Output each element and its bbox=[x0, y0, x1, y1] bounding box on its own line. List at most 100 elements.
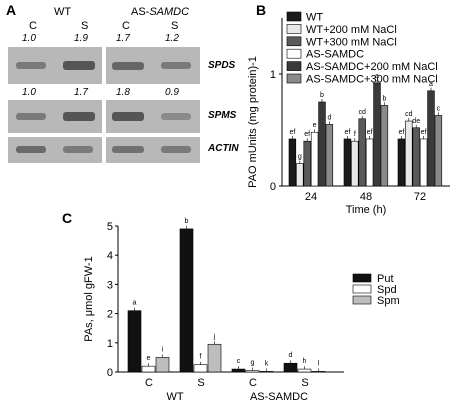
bar bbox=[283, 362, 298, 373]
bar bbox=[245, 370, 260, 373]
significance-letter: d bbox=[327, 114, 331, 121]
lane-label: S bbox=[81, 20, 89, 32]
bar bbox=[193, 364, 208, 373]
significance-letter: f bbox=[200, 354, 202, 361]
legend-swatch bbox=[286, 48, 302, 59]
bar bbox=[141, 365, 156, 373]
bar bbox=[297, 368, 312, 373]
spms-value: 1.0 bbox=[22, 87, 36, 98]
y-tick-label: 4 bbox=[107, 250, 113, 262]
significance-letter: cd bbox=[405, 111, 413, 118]
legend-swatch bbox=[286, 11, 302, 22]
gene-label-actin: ACTIN bbox=[208, 143, 239, 154]
spds-value: 1.7 bbox=[116, 33, 130, 44]
significance-letter: c bbox=[437, 105, 441, 112]
legend-label: Put bbox=[377, 273, 394, 285]
y-tick-label: 1 bbox=[107, 338, 113, 350]
significance-letter: a bbox=[133, 300, 137, 307]
significance-letter: e bbox=[313, 122, 317, 129]
panel-a-letter: A bbox=[6, 2, 17, 18]
bar bbox=[155, 357, 170, 373]
legend-label: Spd bbox=[377, 284, 397, 296]
x-tick-label: C bbox=[145, 377, 153, 389]
bar bbox=[311, 371, 326, 373]
significance-letter: e bbox=[147, 355, 151, 362]
gene-label-spms: SPMS bbox=[208, 110, 237, 121]
x-tick-label: 24 bbox=[305, 191, 317, 203]
spms-value: 0.9 bbox=[165, 87, 179, 98]
legend-swatch bbox=[352, 295, 372, 305]
legend-swatch bbox=[352, 284, 372, 294]
significance-letter: ef bbox=[344, 129, 350, 136]
legend-label: AS-SAMDC bbox=[306, 49, 364, 61]
significance-letter: ef bbox=[367, 129, 373, 136]
x-tick-label: C bbox=[249, 377, 257, 389]
group-label-as-samdc: AS-SAMDC bbox=[250, 391, 308, 403]
bar bbox=[127, 310, 142, 373]
spds-gel-as bbox=[106, 47, 200, 84]
significance-letter: j bbox=[213, 333, 216, 340]
bar bbox=[231, 368, 246, 373]
group-label-wt: WT bbox=[166, 391, 183, 403]
significance-letter: de bbox=[412, 118, 420, 125]
spds-value: 1.2 bbox=[165, 33, 179, 44]
significance-letter: b bbox=[185, 218, 189, 225]
significance-letter: k bbox=[265, 360, 269, 367]
actin-gel-as bbox=[106, 137, 200, 163]
lane-label: S bbox=[171, 20, 179, 32]
spms-gel-as bbox=[106, 100, 200, 133]
significance-letter: g bbox=[298, 154, 302, 161]
as-samdc-header: AS-SAMDC bbox=[131, 6, 190, 18]
significance-letter: ef bbox=[398, 129, 404, 136]
significance-letter: a bbox=[375, 73, 379, 80]
significance-letter: f bbox=[354, 131, 356, 138]
y-tick-label: 0 bbox=[270, 181, 276, 193]
x-tick-label: S bbox=[301, 377, 308, 389]
x-tick-label: 72 bbox=[414, 191, 426, 203]
bar bbox=[259, 371, 274, 373]
legend-label: WT+300 mM NaCl bbox=[306, 36, 397, 48]
spms-gel-wt bbox=[8, 100, 102, 133]
y-tick-label: 1 bbox=[270, 69, 276, 81]
y-axis-label: PAO mUnits (mg protein)-1 bbox=[247, 56, 259, 188]
legend-label: WT bbox=[306, 12, 323, 24]
significance-letter: c bbox=[237, 358, 241, 365]
significance-letter: ef bbox=[304, 131, 310, 138]
significance-letter: i bbox=[162, 346, 164, 353]
legend-label: WT+200 mM NaCl bbox=[306, 24, 397, 36]
significance-letter: a bbox=[429, 81, 433, 88]
significance-letter: cd bbox=[358, 109, 366, 116]
significance-letter: h bbox=[303, 358, 307, 365]
x-tick-label: S bbox=[197, 377, 204, 389]
gene-label-spds: SPDS bbox=[208, 60, 236, 71]
panel-c-letter: C bbox=[62, 210, 73, 226]
lane-label: C bbox=[29, 20, 37, 32]
spms-value: 1.7 bbox=[74, 87, 88, 98]
legend-swatch bbox=[286, 24, 302, 34]
y-tick-label: 0 bbox=[107, 367, 113, 379]
actin-gel-wt bbox=[8, 137, 102, 163]
spds-value: 1.9 bbox=[74, 33, 88, 44]
significance-letter: ef bbox=[289, 129, 295, 136]
significance-letter: g bbox=[251, 360, 255, 367]
spds-gel-wt bbox=[8, 47, 102, 84]
legend-swatch bbox=[286, 36, 302, 47]
legend-swatch bbox=[352, 273, 372, 283]
bar bbox=[179, 228, 194, 373]
x-axis-label: Time (h) bbox=[346, 204, 387, 216]
panel-b-letter: B bbox=[256, 2, 267, 18]
significance-letter: l bbox=[318, 360, 320, 367]
legend-swatch bbox=[286, 73, 302, 84]
significance-letter: b bbox=[382, 95, 386, 102]
significance-letter: b bbox=[320, 92, 324, 99]
wt-header: WT bbox=[54, 6, 72, 18]
y-tick-label: 5 bbox=[107, 221, 113, 233]
spms-value: 1.8 bbox=[116, 87, 130, 98]
y-tick-label: 2 bbox=[107, 309, 113, 321]
significance-letter: d bbox=[289, 352, 293, 359]
x-tick-label: 48 bbox=[360, 191, 372, 203]
lane-label: C bbox=[122, 20, 130, 32]
spds-value: 1.0 bbox=[22, 33, 36, 44]
